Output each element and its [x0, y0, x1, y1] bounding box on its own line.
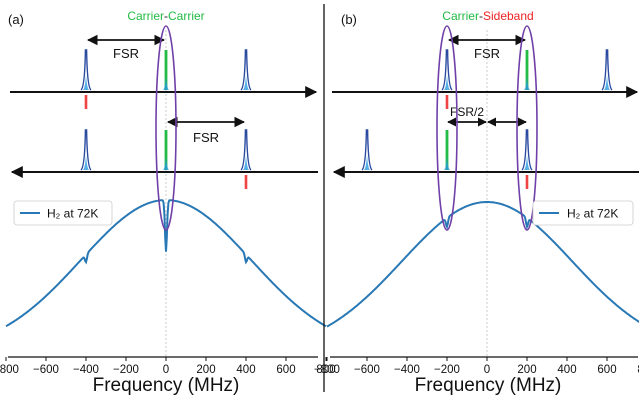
panel-a-forward-peak-0	[80, 49, 92, 91]
panel-b-x-axis: −800 −600 −400 −200 0 200 400 600 800	[314, 356, 639, 376]
panel-a: (a) Carrier-Carrier FSR FSR H₂ at 72K −80…	[0, 9, 336, 396]
panel-b-highlight-ellipses	[436, 25, 538, 231]
panel-b-backward-peak-1	[521, 129, 533, 171]
panel-b-ellipse-0	[436, 25, 458, 231]
panel-b-annotation-0: FSR	[447, 34, 527, 61]
panel-b-backward-peak-0	[361, 129, 373, 171]
panel-a-tick-label-0: −800	[0, 364, 19, 376]
panel-b-tick-label-8: 800	[637, 364, 639, 376]
panel-b-backward-marker-0	[525, 175, 529, 189]
panel-a-annotation-label-1: FSR	[193, 130, 219, 145]
panel-a-x-axis: −800 −600 −400 −200 0 200 400 600 800	[0, 356, 336, 376]
panel-a-backward-comb	[10, 129, 318, 189]
panel-b-forward-marker-0	[445, 95, 449, 109]
panel-b-fsr-annotations: FSR FSR/2	[447, 34, 527, 127]
panel-a-tick-label-3: −200	[113, 364, 139, 376]
panel-a-tick-label-1: −600	[33, 364, 59, 376]
panel-b-title: Carrier-Sideband	[442, 9, 533, 23]
panel-b-legend-label: H₂ at 72K	[567, 207, 618, 221]
panel-b-forward-peak-1	[601, 49, 613, 91]
panel-a-annotation-1: FSR	[166, 116, 246, 145]
panel-a-profile-line	[5, 199, 327, 328]
panel-a-legend-label: H₂ at 72K	[47, 207, 98, 221]
panel-b-tick-label-3: −200	[434, 364, 460, 376]
panel-a-fsr-annotations: FSR FSR	[86, 34, 246, 145]
panel-b-backward-carrier-0	[444, 130, 450, 170]
panel-a-annotation-label-0: FSR	[113, 46, 139, 61]
panel-a-ellipse-0	[155, 25, 177, 231]
panel-b-tick-label-4: 0	[484, 364, 490, 376]
panel-a-highlight-ellipses	[155, 25, 177, 231]
panel-b-tick-label-1: −600	[354, 364, 380, 376]
panel-b-tick-label-6: 400	[557, 364, 576, 376]
panel-a-title-part-2: -	[164, 9, 168, 23]
panel-a-label: (a)	[8, 12, 24, 27]
panel-a-backward-peak-1	[240, 129, 252, 171]
panel-a-tick-label-6: 400	[236, 364, 255, 376]
panel-b-forward-comb	[332, 49, 639, 109]
panel-b-tick-label-5: 200	[517, 364, 536, 376]
panel-a-forward-peak-1	[240, 49, 252, 91]
panel-a-tick-label-4: 0	[163, 364, 169, 376]
panel-a-xlabel: Frequency (MHz)	[93, 375, 240, 396]
panel-a-backward-peak-0	[80, 129, 92, 171]
panel-b-backward-comb	[332, 129, 639, 189]
panel-a-forward-marker-0	[84, 95, 88, 109]
panel-b-forward-peak-0	[441, 49, 453, 91]
panel-b-tick-label-7: 600	[597, 364, 616, 376]
panel-a-forward-comb	[10, 49, 318, 109]
panel-b-absorption-profile	[326, 201, 639, 328]
panel-b-legend-box	[532, 200, 634, 226]
panel-a-title-part-3: Carrier	[168, 9, 205, 23]
panel-a-tick-label-2: −400	[73, 364, 99, 376]
panel-a-title-part-1: Carrier	[127, 9, 164, 23]
panel-b-ellipse-1	[516, 25, 538, 231]
panel-a-backward-marker-0	[244, 175, 248, 189]
panel-b-legend: H₂ at 72K	[532, 200, 634, 226]
panel-a-tick-label-5: 200	[196, 364, 215, 376]
panel-a-forward-carrier-0	[163, 50, 169, 90]
panel-a-legend-box	[13, 200, 113, 226]
panel-a-annotation-0: FSR	[86, 34, 166, 61]
panel-b-title-part-1: Carrier	[442, 9, 479, 23]
panel-b-label: (b)	[341, 12, 357, 27]
panel-b-title-part-2: -	[479, 9, 483, 23]
panel-b-profile-line	[326, 201, 639, 328]
panel-b-xlabel: Frequency (MHz)	[415, 375, 562, 396]
panel-b-annotation-1: FSR/2	[447, 105, 487, 127]
panel-a-tick-label-7: 600	[276, 364, 295, 376]
panel-a-backward-carrier-0	[163, 130, 169, 170]
panel-a-legend: H₂ at 72K	[13, 200, 113, 226]
panel-a-title: Carrier-Carrier	[127, 9, 204, 23]
panel-b-tick-label-2: −400	[394, 364, 420, 376]
panel-b-title-part-3: Sideband	[483, 9, 534, 23]
panel-a-absorption-profile	[5, 199, 327, 328]
panel-b-annotation-label-1: FSR/2	[450, 105, 484, 119]
panel-b-tick-label-0: −800	[314, 364, 340, 376]
panel-b-forward-carrier-0	[524, 50, 530, 90]
panel-a-tick-label-8: 800	[316, 364, 335, 376]
panel-b-annotation-label-0: FSR	[474, 46, 500, 61]
